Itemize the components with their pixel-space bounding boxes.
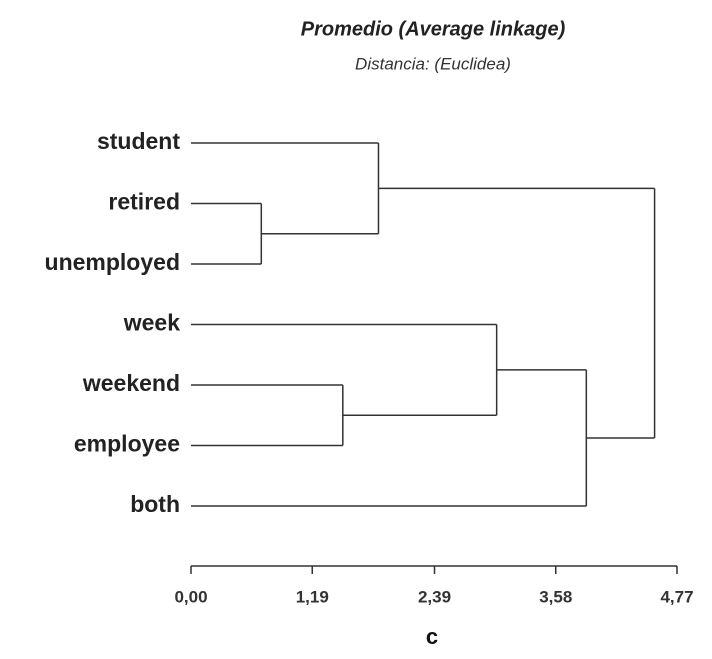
cluster-link <box>191 369 588 507</box>
chart-subtitle: Distancia: (Euclidea) <box>355 54 511 73</box>
cluster-link <box>378 187 656 439</box>
caption: c <box>426 624 438 649</box>
x-tick-label: 3,58 <box>539 587 572 606</box>
x-tick-label: 1,19 <box>296 587 329 606</box>
chart-title: Promedio (Average linkage) <box>301 18 566 40</box>
x-tick-label: 0,00 <box>174 587 207 606</box>
leaf-label: student <box>97 128 180 154</box>
cluster-link <box>191 323 498 416</box>
leaf-label: week <box>123 310 180 336</box>
leaf-label: unemployed <box>45 249 180 275</box>
cluster-link <box>191 202 263 265</box>
leaf-label: employee <box>74 431 180 457</box>
leaf-label: retired <box>108 189 180 215</box>
leaf-label: both <box>130 491 180 517</box>
leaf-label: weekend <box>82 370 180 396</box>
x-tick-label: 4,77 <box>660 587 693 606</box>
cluster-link <box>191 142 380 235</box>
cluster-link <box>191 384 344 447</box>
x-tick-label: 2,39 <box>418 587 451 606</box>
